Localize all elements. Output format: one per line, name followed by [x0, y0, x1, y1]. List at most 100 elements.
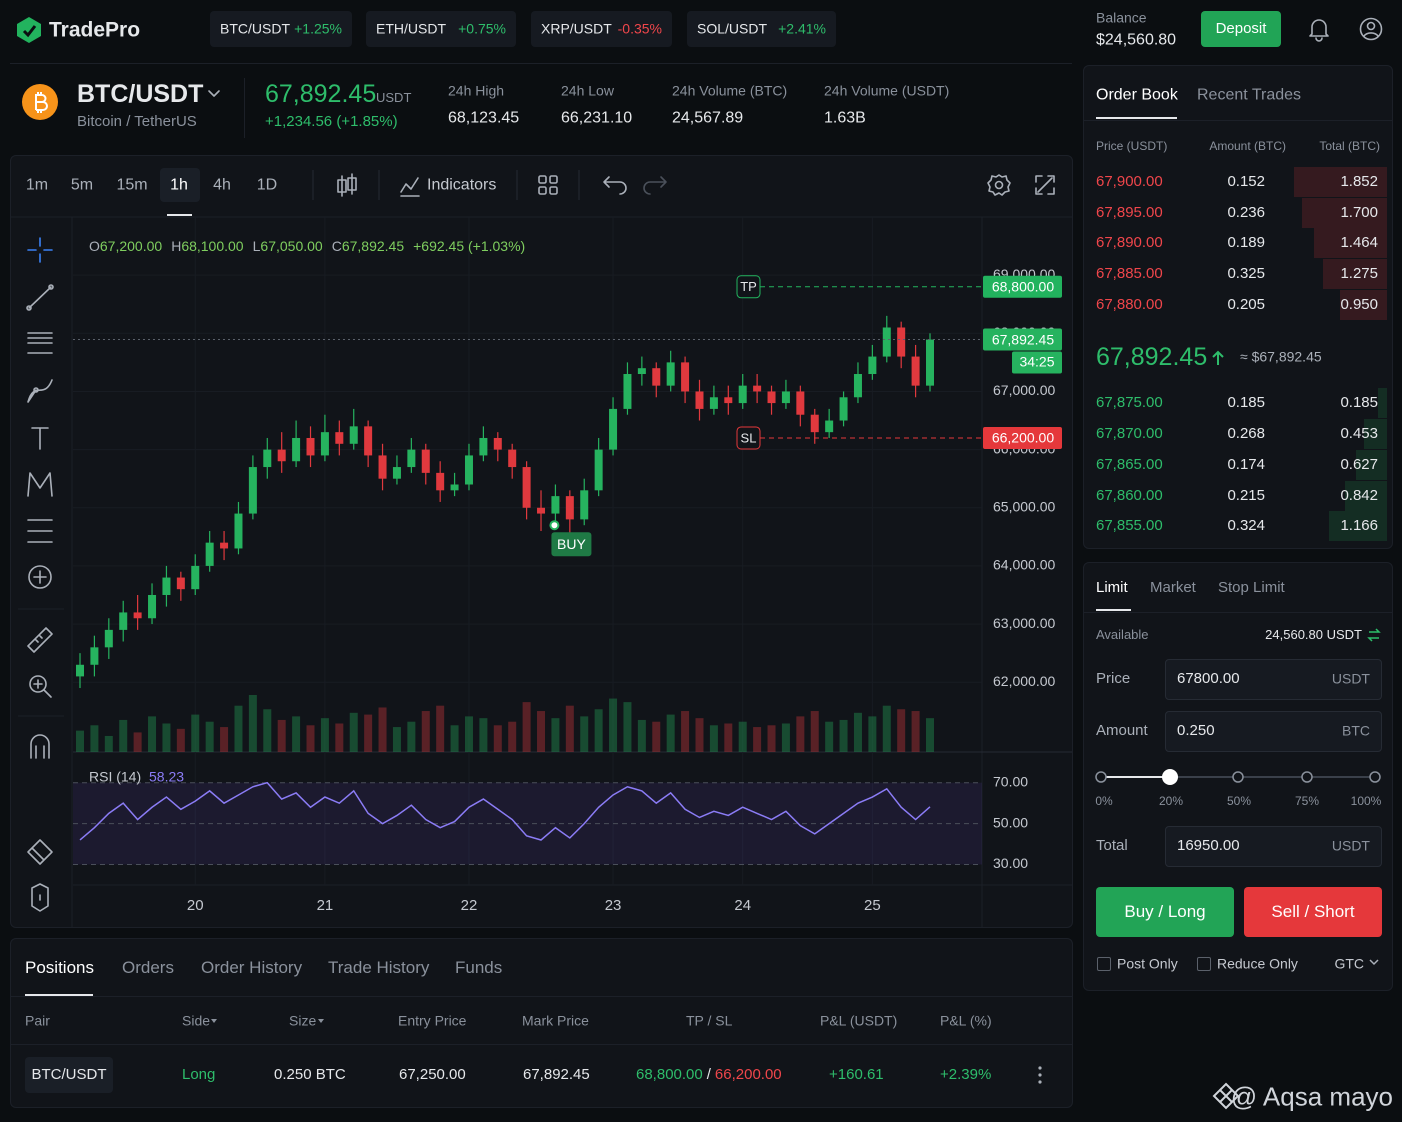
- ticker-pill[interactable]: [210, 11, 352, 47]
- positions-tab[interactable]: Trade History: [328, 957, 430, 977]
- timeframe[interactable]: 15m: [116, 176, 148, 194]
- slider-label[interactable]: 20%: [1158, 793, 1184, 808]
- timeframe[interactable]: 4h: [213, 176, 231, 194]
- ob-price[interactable]: 67,870.00: [1096, 425, 1163, 442]
- buy-button[interactable]: Buy / Long: [1096, 887, 1234, 937]
- tab-underline: [1096, 609, 1131, 611]
- amount-slider[interactable]: [1094, 768, 1384, 788]
- checkbox[interactable]: [1197, 957, 1211, 971]
- slider-label[interactable]: 75%: [1294, 793, 1320, 808]
- depth-bar: [1323, 259, 1387, 289]
- candle-body: [292, 437, 301, 462]
- ob-tab[interactable]: Order Book: [1096, 86, 1178, 104]
- candle-body: [76, 664, 84, 677]
- order-form-divider: [1084, 612, 1392, 613]
- timeframe[interactable]: 1m: [25, 176, 49, 194]
- user-icon[interactable]: [1358, 16, 1384, 42]
- volume-bar: [551, 718, 560, 752]
- timeframe-active[interactable]: [160, 168, 200, 202]
- drawing-tools[interactable]: [26, 237, 54, 912]
- field-input[interactable]: [1165, 659, 1382, 700]
- timeframe[interactable]: 5m: [70, 176, 94, 194]
- candle-body: [652, 368, 661, 386]
- bell-icon[interactable]: [1306, 16, 1332, 42]
- ob-price[interactable]: 67,885.00: [1096, 265, 1163, 282]
- field-input[interactable]: [1165, 711, 1382, 752]
- tab-underline: [1096, 117, 1177, 119]
- market-change: +1,234.56 (+1.85%): [265, 113, 398, 130]
- sort-caret[interactable]: [317, 1017, 325, 1025]
- slider-label[interactable]: 100%: [1350, 793, 1382, 808]
- volume-bar: [335, 723, 344, 752]
- candle-body: [537, 507, 546, 514]
- candle-body: [767, 391, 776, 404]
- buy-label: Buy / Long: [1124, 901, 1206, 921]
- position-pnl-pct: +2.39%: [940, 1066, 992, 1083]
- field-input[interactable]: [1165, 826, 1382, 867]
- volume-bar: [119, 719, 128, 752]
- settings-icon[interactable]: [987, 174, 1011, 196]
- ob-tab[interactable]: Recent Trades: [1197, 86, 1302, 104]
- ticker-pill[interactable]: [366, 11, 516, 47]
- candle-body: [724, 397, 733, 404]
- swap-icon[interactable]: [1367, 628, 1381, 642]
- positions-tab[interactable]: Order History: [201, 957, 303, 977]
- ob-price[interactable]: 67,855.00: [1096, 517, 1163, 534]
- ob-price[interactable]: 67,890.00: [1096, 234, 1163, 251]
- ob-price[interactable]: 67,875.00: [1096, 394, 1163, 411]
- order-tab[interactable]: Limit: [1096, 579, 1128, 596]
- indicators-icon[interactable]: [400, 177, 420, 197]
- ticker-pair: XRP/USDT: [541, 20, 612, 37]
- checkbox[interactable]: [1097, 957, 1111, 971]
- ob-total: 0.842: [1340, 487, 1378, 504]
- positions-tab[interactable]: Positions: [25, 957, 94, 977]
- ohlc-key: C: [332, 238, 342, 254]
- candle-body: [637, 368, 646, 375]
- candle-body: [810, 414, 819, 433]
- undo-icon[interactable]: [603, 176, 627, 195]
- tif-dropdown[interactable]: [1368, 958, 1380, 968]
- slider-label[interactable]: 50%: [1226, 793, 1252, 808]
- volume-bar: [450, 725, 459, 752]
- volume-bar: [767, 725, 776, 752]
- ob-price[interactable]: 67,860.00: [1096, 487, 1163, 504]
- volume-bar: [695, 718, 704, 752]
- timeframe[interactable]: 1h: [170, 176, 188, 194]
- ob-column: Price (USDT): [1096, 138, 1168, 153]
- positions-column: Pair: [25, 1012, 50, 1029]
- indicators-button[interactable]: Indicators: [427, 176, 497, 194]
- rsi-value: 58.23: [149, 769, 184, 785]
- time-in-force[interactable]: GTC: [1334, 955, 1364, 972]
- pair-dropdown[interactable]: [207, 89, 221, 99]
- x-tick-label: 20: [187, 897, 204, 914]
- ob-price[interactable]: 67,880.00: [1096, 296, 1163, 313]
- deposit-button[interactable]: Deposit: [1201, 11, 1281, 47]
- sort-caret[interactable]: [210, 1017, 218, 1025]
- ob-total: 0.950: [1340, 296, 1378, 313]
- sell-button[interactable]: Sell / Short: [1244, 887, 1382, 937]
- order-tab[interactable]: Market: [1150, 579, 1196, 596]
- layout-icon[interactable]: [538, 175, 558, 195]
- positions-column: Entry Price: [398, 1012, 467, 1029]
- ob-amount: 0.325: [1227, 265, 1265, 282]
- candle-body: [911, 356, 920, 386]
- redo-icon[interactable]: [643, 176, 667, 195]
- fullscreen-icon[interactable]: [1035, 175, 1055, 195]
- positions-tab[interactable]: Funds: [455, 957, 503, 977]
- ob-amount: 0.236: [1227, 204, 1265, 221]
- positions-tab[interactable]: Orders: [122, 957, 174, 977]
- order-tab[interactable]: Stop Limit: [1218, 579, 1285, 596]
- ob-total: 0.453: [1340, 425, 1378, 442]
- volume-bar: [191, 714, 200, 752]
- timeframe[interactable]: 1D: [256, 176, 278, 194]
- ob-price[interactable]: 67,900.00: [1096, 173, 1163, 190]
- slider-label[interactable]: 0%: [1095, 793, 1113, 808]
- candle-body: [551, 496, 560, 514]
- row-menu[interactable]: [1036, 1065, 1044, 1085]
- ticker-pill[interactable]: [531, 11, 672, 47]
- ob-price[interactable]: 67,895.00: [1096, 204, 1163, 221]
- candle-body: [220, 542, 229, 549]
- candle-type-icon[interactable]: [337, 173, 357, 197]
- ticker-pill[interactable]: [687, 11, 836, 47]
- ob-price[interactable]: 67,865.00: [1096, 456, 1163, 473]
